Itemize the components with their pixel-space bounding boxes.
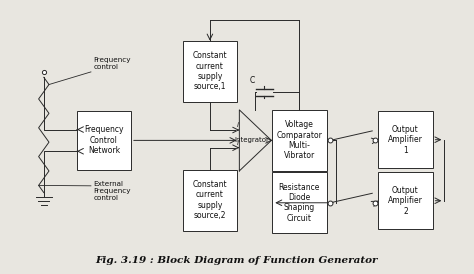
Bar	[273, 172, 327, 233]
Bar	[273, 110, 327, 171]
Text: Frequency
control: Frequency control	[93, 57, 131, 70]
Bar	[183, 170, 237, 231]
Text: C: C	[250, 76, 255, 85]
Text: Constant
current
supply
source,2: Constant current supply source,2	[192, 180, 227, 220]
Text: Constant
current
supply
source,1: Constant current supply source,1	[192, 51, 227, 91]
Bar	[77, 111, 131, 170]
Text: i: i	[237, 140, 239, 146]
Text: Fig. 3.19 : Block Diagram of Function Generator: Fig. 3.19 : Block Diagram of Function Ge…	[96, 256, 378, 265]
Text: Output
Amplifier
2: Output Amplifier 2	[388, 186, 423, 216]
Text: Integrator: Integrator	[234, 137, 269, 143]
Bar	[378, 111, 433, 168]
Text: Output
Amplifier
1: Output Amplifier 1	[388, 125, 423, 155]
Text: i: i	[237, 122, 239, 128]
Text: Resistance
Diode
Shaping
Circuit: Resistance Diode Shaping Circuit	[279, 183, 320, 223]
Text: Frequency
Control
Network: Frequency Control Network	[84, 125, 124, 155]
Text: Voltage
Comparator
Multi-
Vibrator: Voltage Comparator Multi- Vibrator	[276, 120, 322, 161]
Bar	[183, 41, 237, 102]
Bar	[378, 172, 433, 229]
Text: External
Frequency
control: External Frequency control	[93, 181, 131, 201]
